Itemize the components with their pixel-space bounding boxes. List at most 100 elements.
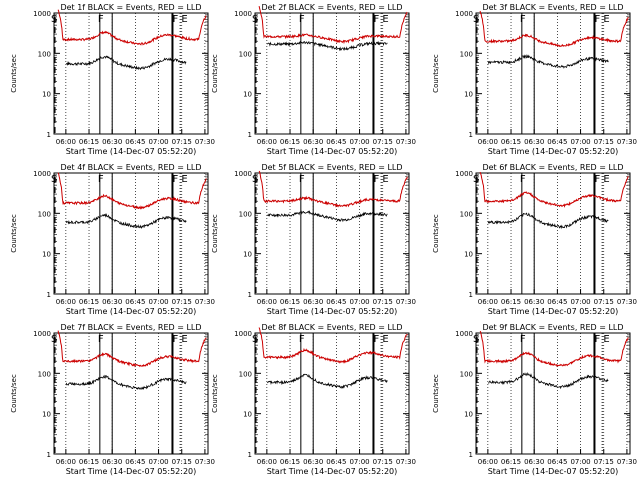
y-tick-label: 1000 (33, 170, 51, 178)
plot-frame (254, 12, 410, 135)
y-tick-label: 1000 (234, 170, 252, 178)
x-tick-label: 06:30 (102, 458, 122, 466)
panel-title: Det 3f BLACK = Events, RED = LLD (482, 3, 623, 12)
x-tick-label: 06:30 (303, 298, 323, 306)
e-marker-label: F E (594, 334, 609, 345)
x-tick-label: 06:45 (326, 298, 346, 306)
y-tick-label: 10 (464, 411, 473, 419)
y-axis-label: Counts/sec (432, 214, 440, 253)
y-tick-label: 100 (460, 210, 473, 218)
panel-4: Det 4f BLACK = Events, RED = LLD 1 10 100 10… (10, 163, 215, 316)
x-tick-label: 07:00 (349, 298, 369, 306)
f-marker-label: F (299, 14, 305, 25)
x-tick-label: 07:15 (373, 458, 393, 466)
x-tick-label: 07:30 (617, 138, 637, 146)
panel-1: Det 1f BLACK = Events, RED = LLD 1 10 100 10… (10, 3, 215, 156)
lld-series-line (57, 172, 207, 210)
y-tick-label: 1000 (33, 330, 51, 338)
x-tick-label: 06:15 (280, 458, 300, 466)
y-tick-label: 1000 (455, 330, 473, 338)
panel-title: Det 2f BLACK = Events, RED = LLD (261, 3, 402, 12)
x-tick-label: 07:30 (617, 458, 637, 466)
x-tick-label: 06:15 (79, 298, 99, 306)
x-tick-label: 06:30 (524, 298, 544, 306)
x-tick-label: 06:30 (102, 298, 122, 306)
x-tick-label: 07:00 (148, 458, 168, 466)
panel-title: Det 1f BLACK = Events, RED = LLD (60, 3, 201, 12)
panel-3: Det 3f BLACK = Events, RED = LLD 1 10 100 10… (432, 3, 637, 156)
x-tick-label: 07:30 (195, 298, 215, 306)
plot-frame (254, 172, 410, 295)
y-tick-label: 1 (469, 131, 473, 139)
x-tick-label: 06:00 (56, 298, 76, 306)
e-marker-label: F E (373, 334, 388, 345)
x-tick-label: 07:00 (148, 138, 168, 146)
x-tick-label: 07:30 (617, 298, 637, 306)
lld-series-line (57, 330, 207, 368)
y-axis-label: Counts/sec (10, 374, 18, 413)
x-tick-label: 06:30 (102, 138, 122, 146)
x-axis-label: Start Time (14-Dec-07 05:52:20) (66, 467, 197, 476)
y-tick-label: 100 (239, 50, 252, 58)
f-marker-label: F (520, 334, 526, 345)
lld-series-line (479, 171, 629, 208)
events-series-line (487, 212, 609, 230)
s-marker-label: S (473, 174, 479, 185)
plot-frame (475, 332, 631, 455)
panel-title: Det 8f BLACK = Events, RED = LLD (261, 323, 402, 332)
y-tick-label: 1 (248, 291, 252, 299)
x-tick-label: 07:30 (396, 298, 416, 306)
y-axis-label: Counts/sec (432, 374, 440, 413)
y-tick-label: 1000 (455, 10, 473, 18)
x-tick-label: 07:30 (195, 458, 215, 466)
events-series-line (267, 40, 388, 52)
x-axis-label: Start Time (14-Dec-07 05:52:20) (267, 307, 398, 316)
panel-title: Det 5f BLACK = Events, RED = LLD (261, 163, 402, 172)
x-tick-label: 06:45 (125, 298, 145, 306)
y-tick-label: 1 (248, 451, 252, 459)
s-marker-label: S (252, 14, 258, 25)
s-marker-label: S (473, 14, 479, 25)
x-tick-label: 07:00 (570, 298, 590, 306)
panel-title: Det 6f BLACK = Events, RED = LLD (482, 163, 623, 172)
y-tick-label: 100 (460, 50, 473, 58)
y-tick-label: 1000 (455, 170, 473, 178)
x-tick-label: 06:15 (501, 138, 521, 146)
x-tick-label: 07:00 (349, 458, 369, 466)
x-axis-label: Start Time (14-Dec-07 05:52:20) (488, 147, 619, 156)
x-tick-label: 07:15 (594, 298, 614, 306)
x-axis-label: Start Time (14-Dec-07 05:52:20) (267, 467, 398, 476)
y-tick-label: 100 (460, 370, 473, 378)
x-tick-label: 06:00 (56, 138, 76, 146)
x-tick-label: 07:15 (373, 298, 393, 306)
y-tick-label: 10 (42, 91, 51, 99)
x-tick-label: 06:45 (125, 138, 145, 146)
plot-frame (254, 332, 410, 455)
y-tick-label: 1 (47, 291, 51, 299)
panel-9: Det 9f BLACK = Events, RED = LLD 1 10 100 10… (432, 323, 637, 476)
x-tick-label: 06:00 (56, 458, 76, 466)
x-axis-label: Start Time (14-Dec-07 05:52:20) (267, 147, 398, 156)
panel-title: Det 4f BLACK = Events, RED = LLD (60, 163, 201, 172)
events-series-line (267, 373, 388, 390)
e-marker-label: F E (373, 174, 388, 185)
x-tick-label: 07:15 (172, 298, 192, 306)
y-tick-label: 10 (243, 91, 252, 99)
s-marker-label: S (51, 174, 57, 185)
e-marker-label: F E (172, 14, 187, 25)
y-tick-label: 10 (243, 411, 252, 419)
x-tick-label: 06:00 (257, 138, 277, 146)
lld-series-line (258, 5, 408, 45)
x-tick-label: 07:00 (570, 458, 590, 466)
y-axis-label: Counts/sec (432, 54, 440, 93)
lld-series-line (258, 170, 408, 208)
x-tick-label: 06:15 (280, 298, 300, 306)
plot-frame (53, 332, 209, 455)
y-axis-label: Counts/sec (211, 374, 219, 413)
plot-frame (53, 172, 209, 295)
lld-series-line (57, 9, 207, 46)
plot-frame (475, 12, 631, 135)
f-marker-label: F (98, 14, 104, 25)
x-tick-label: 06:00 (257, 298, 277, 306)
